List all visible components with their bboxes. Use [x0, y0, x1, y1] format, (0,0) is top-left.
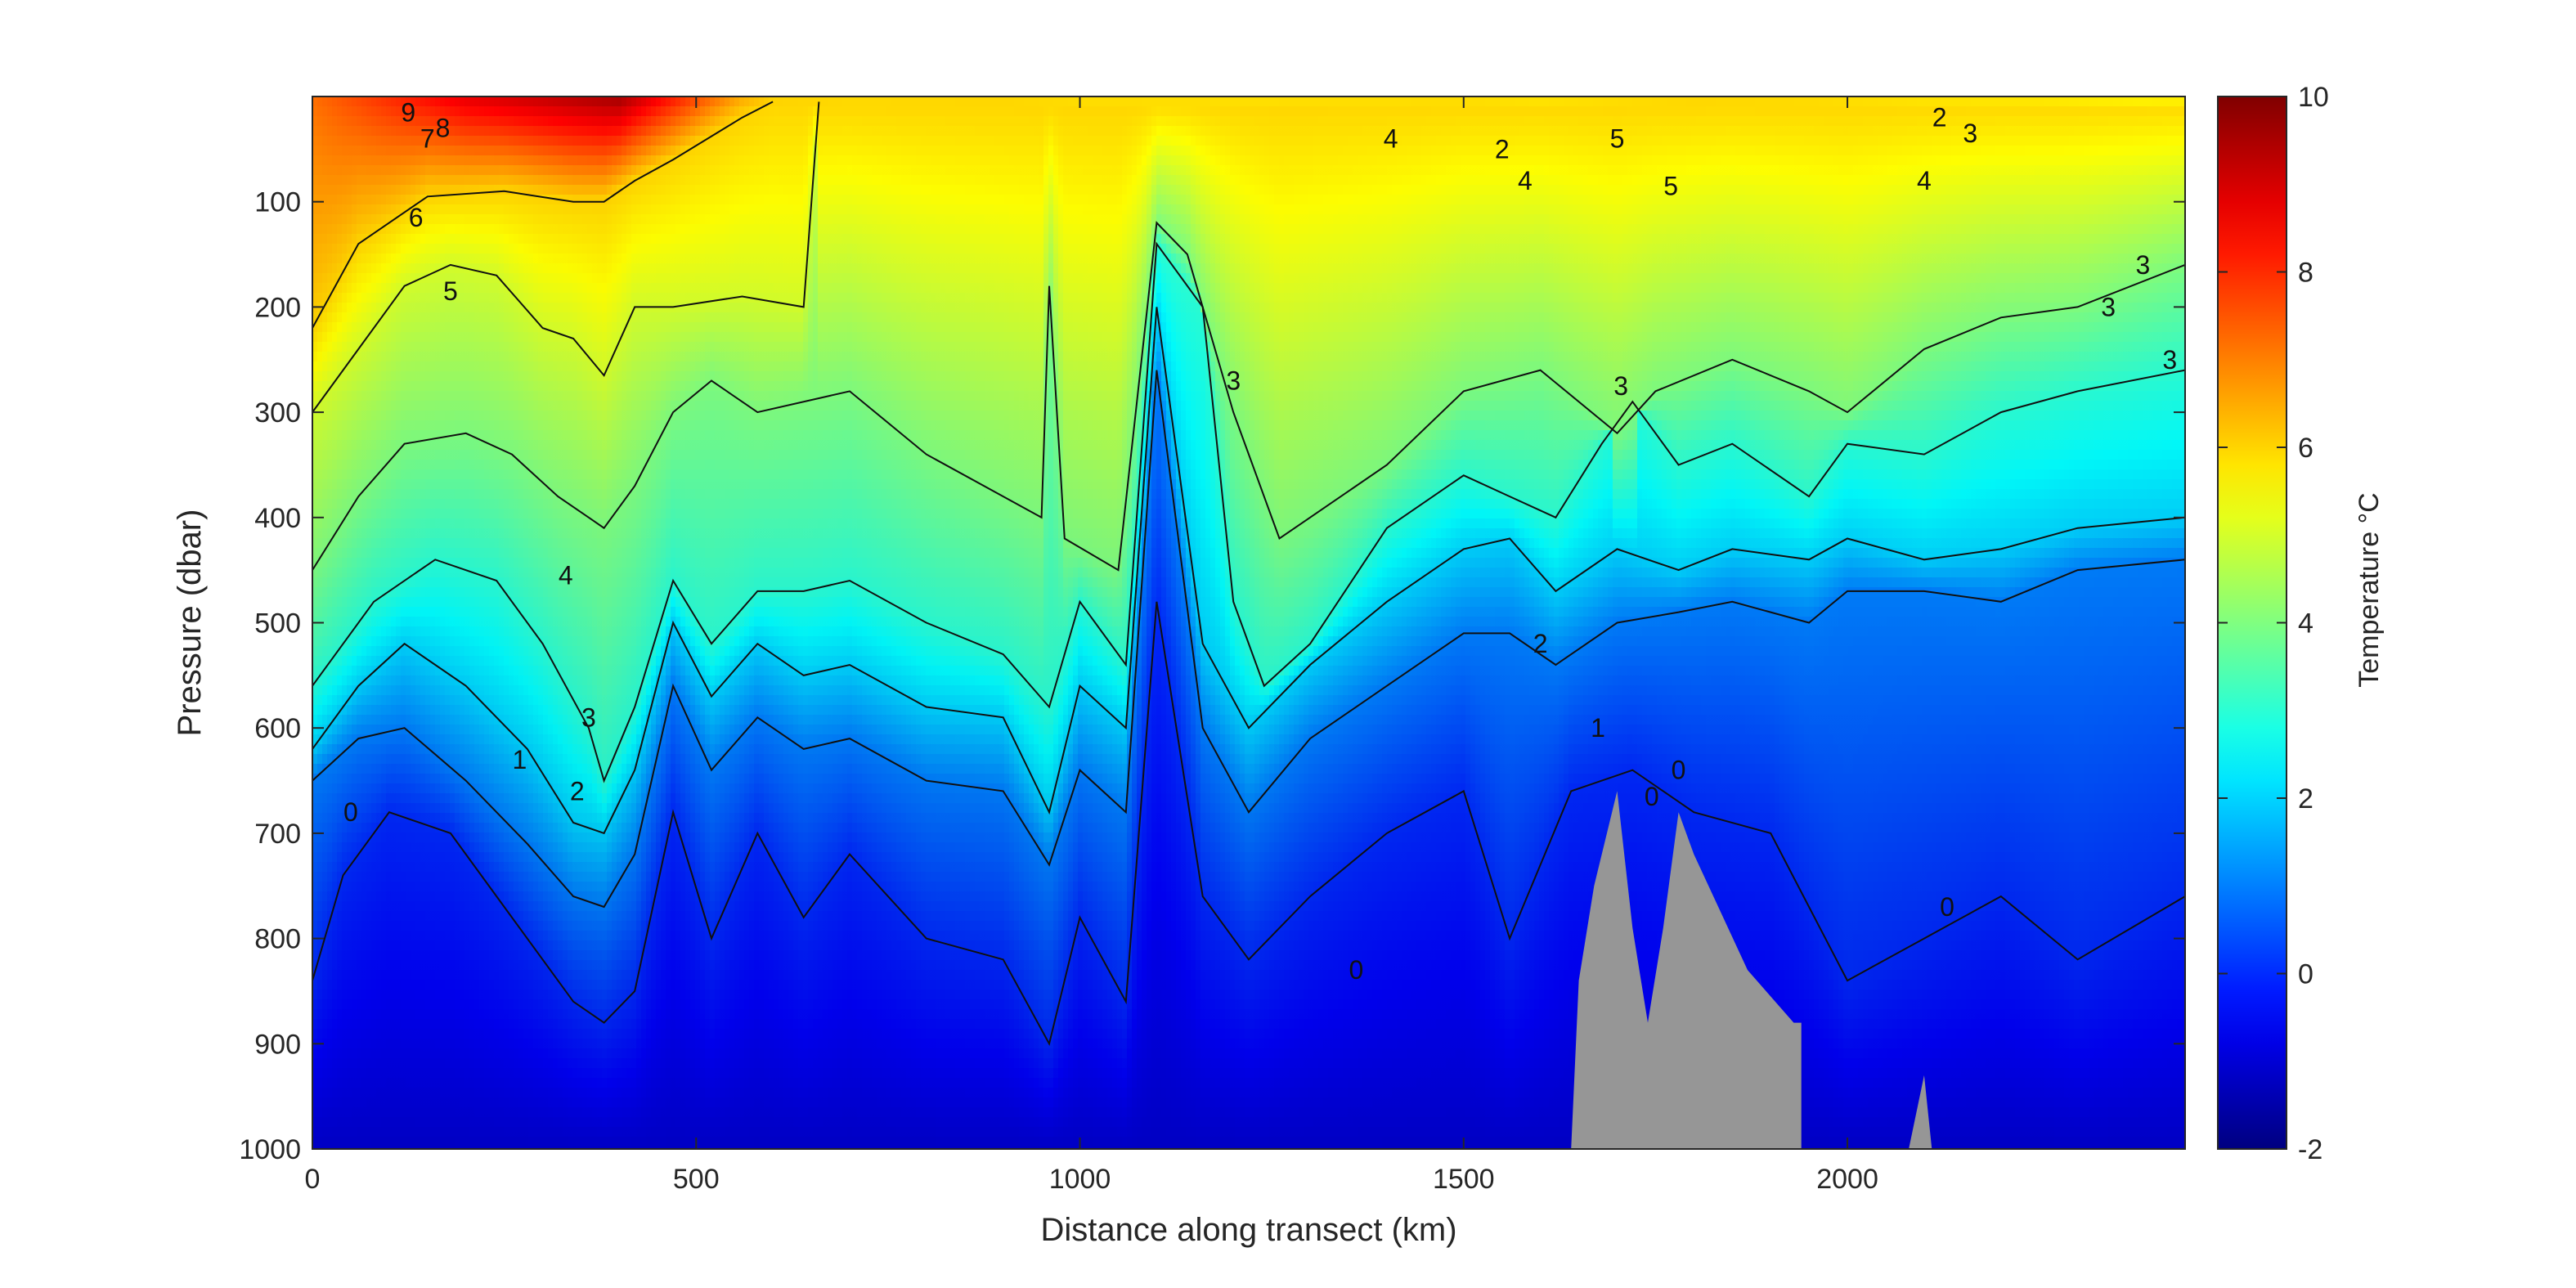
plot-area: 97 86543120430221003455 4023333: [312, 96, 2185, 1149]
